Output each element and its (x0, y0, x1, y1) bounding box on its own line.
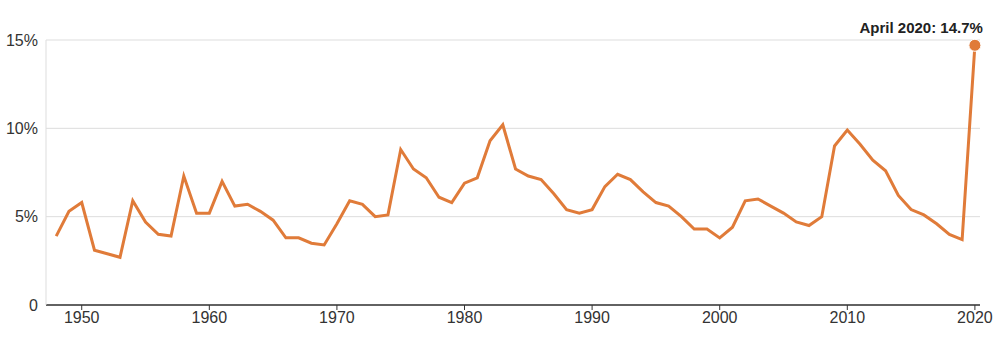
svg-text:1960: 1960 (192, 309, 228, 326)
svg-text:5%: 5% (15, 208, 38, 225)
svg-text:0: 0 (29, 297, 38, 314)
svg-text:1950: 1950 (64, 309, 100, 326)
svg-text:2010: 2010 (830, 309, 866, 326)
svg-text:April 2020: 14.7%: April 2020: 14.7% (859, 19, 982, 36)
svg-text:10%: 10% (8, 120, 38, 137)
svg-text:2020: 2020 (957, 309, 992, 326)
svg-text:1970: 1970 (319, 309, 355, 326)
svg-text:15%: 15% (8, 32, 38, 49)
svg-text:2000: 2000 (702, 309, 738, 326)
svg-text:1980: 1980 (447, 309, 483, 326)
svg-text:1990: 1990 (574, 309, 610, 326)
